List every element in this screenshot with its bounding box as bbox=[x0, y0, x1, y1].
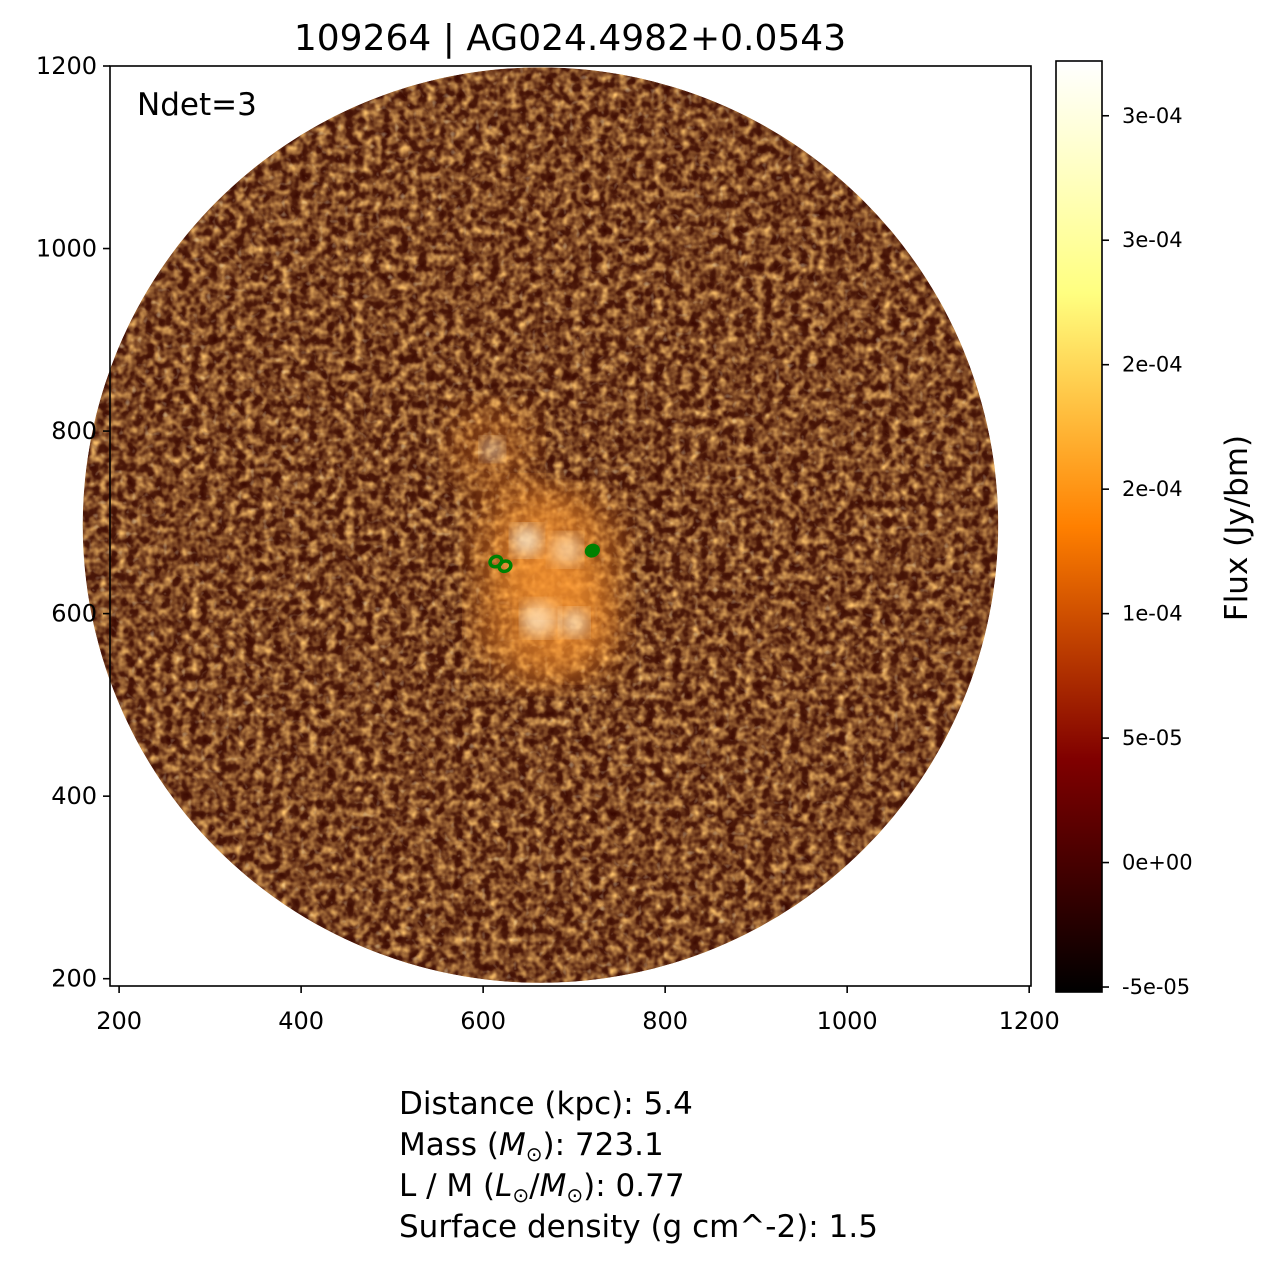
sd-label: Surface density (g cm^-2): bbox=[399, 1209, 829, 1245]
y-axis: 200 400 600 800 1000 1200 bbox=[36, 52, 110, 993]
lm-symbol-l: L bbox=[495, 1168, 513, 1204]
colorbar-tick-label: 2e-04 bbox=[1122, 353, 1183, 377]
sun-symbol: ⊙ bbox=[525, 1142, 543, 1166]
y-tick-label: 200 bbox=[51, 965, 97, 993]
y-tick-label: 1000 bbox=[36, 235, 97, 263]
colorbar-ticks: -5e-05 0e+00 5e-05 1e-04 2e-04 2e-04 3e-04 3e-0… bbox=[1102, 104, 1193, 999]
lm-suffix: ): bbox=[583, 1168, 616, 1204]
detection-marker bbox=[584, 543, 600, 558]
info-mass: Mass (M⊙): 723.1 bbox=[399, 1125, 664, 1175]
colorbar-tick-label: 3e-04 bbox=[1122, 228, 1183, 252]
colorbar-tick-label: 2e-04 bbox=[1122, 477, 1183, 501]
colorbar-tick-label: 1e-04 bbox=[1122, 602, 1183, 626]
distance-label: Distance (kpc): bbox=[399, 1086, 644, 1122]
bright-core bbox=[560, 608, 588, 637]
info-distance: Distance (kpc): 5.4 bbox=[399, 1084, 693, 1125]
y-tick-label: 1200 bbox=[36, 52, 97, 80]
colorbar bbox=[1055, 60, 1103, 993]
colorbar-tick-label: 3e-04 bbox=[1122, 104, 1183, 128]
x-tick-label: 1000 bbox=[817, 1007, 878, 1035]
mass-suffix: ): bbox=[542, 1127, 575, 1163]
lm-symbol-m: M bbox=[539, 1168, 567, 1204]
x-tick-label: 400 bbox=[278, 1007, 324, 1035]
colorbar-label: Flux (Jy/bm) bbox=[1219, 435, 1255, 621]
y-tick-label: 600 bbox=[51, 600, 97, 628]
flux-image bbox=[82, 67, 999, 983]
x-axis: 200 400 600 800 1000 1200 bbox=[96, 986, 1060, 1035]
x-tick-label: 1200 bbox=[999, 1007, 1060, 1035]
ndet-annotation: Ndet=3 bbox=[137, 87, 257, 123]
x-tick-label: 200 bbox=[96, 1007, 142, 1035]
lm-value: 0.77 bbox=[615, 1168, 685, 1204]
mass-label: Mass ( bbox=[399, 1127, 499, 1163]
colorbar-tick-label: 0e+00 bbox=[1122, 851, 1193, 875]
sun-symbol: ⊙ bbox=[512, 1183, 530, 1207]
bright-emission-layer bbox=[447, 404, 626, 684]
info-surface-density: Surface density (g cm^-2): 1.5 bbox=[399, 1207, 878, 1248]
x-tick-label: 600 bbox=[460, 1007, 506, 1035]
bright-core bbox=[480, 437, 504, 462]
y-tick-label: 800 bbox=[51, 417, 97, 445]
info-lm: L / M (L⊙/M⊙): 0.77 bbox=[399, 1166, 685, 1216]
lm-label: L / M ( bbox=[399, 1168, 496, 1204]
plot-frame bbox=[109, 65, 1032, 987]
lm-slash: / bbox=[529, 1168, 540, 1204]
chart-title: 109264 | AG024.4982+0.0543 bbox=[294, 18, 846, 59]
detection-marker bbox=[497, 559, 513, 574]
colorbar-tick-label: -5e-05 bbox=[1122, 975, 1190, 999]
colorbar-tick-label: 5e-05 bbox=[1122, 726, 1183, 750]
mass-symbol: M bbox=[499, 1127, 526, 1163]
sd-value: 1.5 bbox=[828, 1209, 878, 1245]
sun-symbol: ⊙ bbox=[566, 1183, 584, 1207]
y-tick-label: 400 bbox=[51, 782, 97, 810]
x-tick-label: 800 bbox=[642, 1007, 688, 1035]
detection-markers bbox=[488, 543, 600, 574]
distance-value: 5.4 bbox=[643, 1086, 693, 1122]
bright-core bbox=[511, 525, 543, 556]
mass-value: 723.1 bbox=[574, 1127, 664, 1163]
